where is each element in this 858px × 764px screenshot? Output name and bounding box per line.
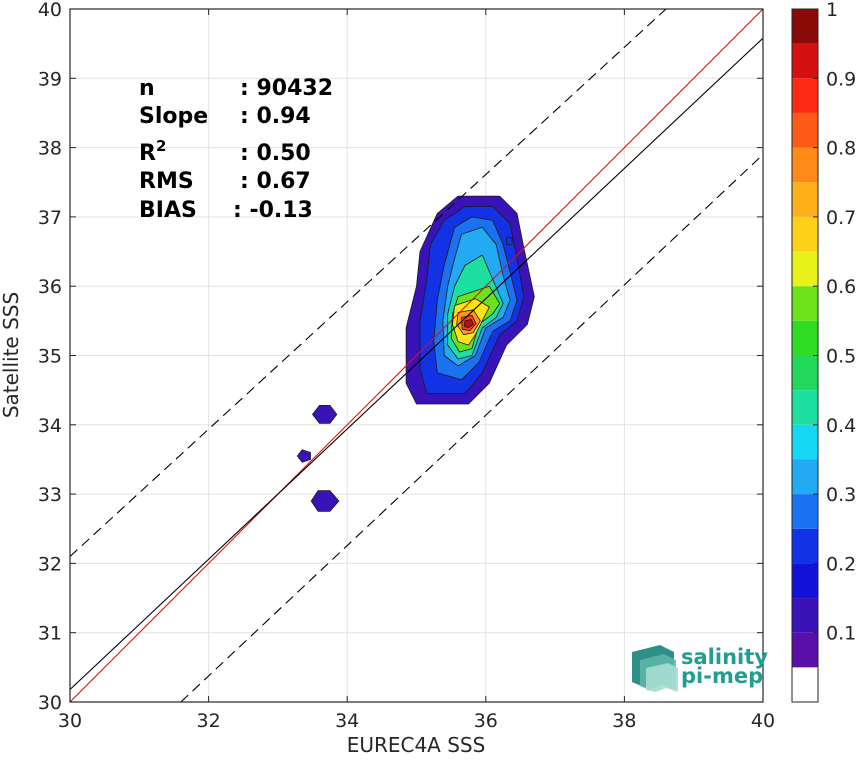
colorbar-tick-label: 1	[826, 0, 838, 21]
axis-ticks: 30 32 34 36 38 40 30 31 32 33 34 35 36 37 38 39 40	[38, 0, 775, 732]
contour-band	[463, 319, 474, 329]
logo-wave-icon	[632, 645, 678, 692]
colorbar-band	[792, 43, 818, 79]
y-tick-label: 39	[38, 68, 62, 90]
y-tick-label: 31	[38, 623, 62, 645]
contour-band	[506, 237, 513, 246]
stat-value: : 0.67	[240, 169, 311, 194]
colorbar-band	[792, 563, 818, 599]
y-tick-label: 38	[38, 138, 62, 160]
colorbar-tick-label: 0.7	[826, 207, 856, 229]
y-tick-label: 36	[38, 276, 62, 298]
colorbar-band	[792, 9, 818, 44]
colorbar-tick-label: 0.6	[826, 276, 856, 298]
reference-line	[180, 154, 764, 703]
colorbar-band	[792, 598, 818, 633]
colorbar-band	[792, 459, 818, 495]
colorbar-band	[792, 182, 818, 217]
colorbar-band	[792, 78, 818, 113]
reference-line	[69, 37, 764, 690]
logo-text-pi-mep: pi-mep	[681, 664, 763, 688]
x-axis-label: EUREC4A SSS	[347, 733, 486, 757]
density-contours	[296, 195, 535, 512]
colorbar-band	[792, 251, 818, 287]
x-tick-label: 30	[58, 710, 82, 732]
colorbar-tick-label: 0.2	[826, 553, 856, 575]
colorbar-band	[792, 112, 818, 148]
contour-band	[312, 404, 338, 424]
reference-lines	[69, 8, 764, 703]
colorbar-tick-label: 0.1	[826, 623, 856, 645]
y-tick-label: 40	[38, 0, 62, 21]
colorbar-tick-label: 0.5	[826, 346, 856, 368]
colorbar-band	[792, 147, 818, 183]
colorbar-band	[792, 355, 818, 391]
contour-band	[296, 449, 311, 463]
colorbar-tick-label: 0.9	[826, 68, 856, 90]
colorbar-tick-label: 0.3	[826, 484, 856, 506]
stat-label: n	[139, 76, 155, 101]
colorbar-band	[792, 390, 818, 425]
stat-label: Slope	[139, 104, 208, 129]
colorbar-band	[792, 528, 818, 564]
x-tick-label: 40	[751, 710, 775, 732]
colorbar-band	[792, 667, 818, 702]
stat-label: R2	[139, 137, 166, 166]
x-tick-label: 36	[474, 710, 498, 732]
stat-value: : 0.50	[240, 141, 311, 166]
colorbar-band	[792, 632, 818, 668]
colorbar-tick-label: 0.8	[826, 138, 856, 160]
stat-label: RMS	[139, 169, 194, 194]
stat-value: : -0.13	[233, 198, 313, 223]
y-tick-label: 35	[38, 346, 62, 368]
reference-line	[69, 8, 764, 703]
colorbar-band	[792, 424, 818, 460]
y-tick-label: 33	[38, 484, 62, 506]
y-tick-label: 34	[38, 415, 62, 437]
y-axis-label: Satellite SSS	[0, 292, 23, 418]
reference-line	[69, 8, 667, 557]
colorbar-band	[792, 320, 818, 356]
colorbar-band	[792, 216, 818, 252]
y-tick-label: 32	[38, 553, 62, 575]
x-tick-label: 32	[197, 710, 221, 732]
y-tick-label: 30	[38, 692, 62, 714]
x-tick-label: 34	[335, 710, 359, 732]
colorbar-tick-label: 0.4	[826, 415, 856, 437]
logo-text-salinity: salinity	[681, 645, 768, 669]
contour-band	[310, 490, 340, 512]
stat-label: BIAS	[139, 198, 197, 223]
y-tick-label: 37	[38, 207, 62, 229]
statistics-annotation: n : 90432 Slope : 0.94 R2 : 0.50 RMS : 0.67 BIAS…	[139, 76, 333, 223]
salinity-pi-mep-logo: salinity pi-mep	[632, 645, 768, 692]
stat-value: : 90432	[240, 76, 333, 101]
x-tick-label: 38	[612, 710, 636, 732]
colorbar-band	[792, 494, 818, 529]
colorbar-band	[792, 286, 818, 321]
colorbar: 0.1 0.2 0.3 0.4 0.5 0.6 0.7 0.8 0.9 1	[791, 0, 856, 703]
stat-value: : 0.94	[240, 104, 311, 129]
